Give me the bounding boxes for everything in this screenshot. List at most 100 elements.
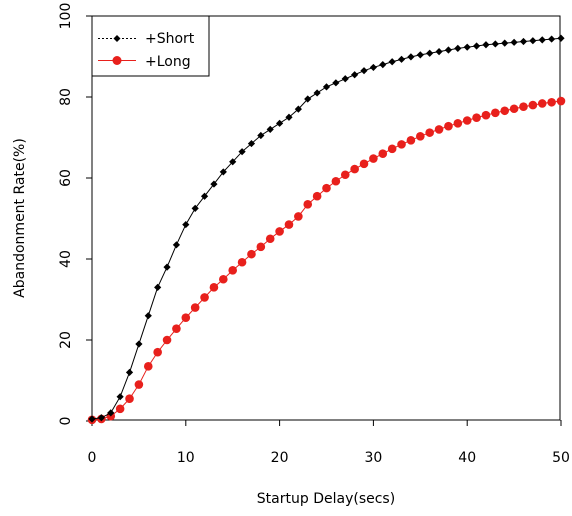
x-axis: 0 10 20 30 40 50 [88,420,570,466]
data-point-long [387,144,397,154]
data-point-long [528,100,538,110]
data-point-long [162,335,172,345]
data-point-long [115,404,125,414]
data-point-short [454,44,462,52]
series-short [88,34,565,423]
data-point-short [116,393,124,401]
data-point-short [379,61,387,69]
data-point-long [556,96,566,106]
plot-frame [91,15,561,421]
y-tick-label: 20 [58,331,74,349]
data-point-long [491,108,500,118]
data-point-long [228,266,237,275]
data-point-short [135,340,143,348]
data-point-long [312,191,322,201]
data-point-short [351,71,359,79]
data-point-short [519,37,528,46]
data-point-short [219,168,227,176]
data-point-short [472,42,481,50]
data-point-short [163,263,171,271]
legend-marker-long [112,56,122,65]
data-point-short [463,43,471,51]
data-point-long [143,362,153,371]
data-point-short [266,125,274,133]
data-point-long [200,293,209,302]
data-point-short [210,180,218,188]
data-point-long [481,110,491,120]
legend-box [91,15,210,77]
data-point-short [388,58,396,66]
y-tick-label: 0 [58,417,74,426]
data-point-short [501,39,509,47]
data-point-long [190,303,200,312]
data-point-long [237,257,247,267]
data-point-long [444,121,453,131]
data-point-long [265,234,275,244]
data-point-short [238,148,246,156]
x-tick-label: 40 [458,450,476,466]
data-point-short [360,67,368,75]
data-point-long [284,220,294,229]
data-point-short [529,37,537,45]
data-point-short [257,131,265,140]
series-long [87,96,566,425]
y-tick-label: 80 [58,88,74,106]
data-point-long [350,164,359,174]
data-point-short [304,95,312,103]
data-point-short [191,204,199,212]
data-point-short [172,241,181,249]
data-point-short [407,53,415,61]
y-axis-label: Abandonment Rate(%) [12,138,28,298]
data-point-long [500,106,510,116]
data-point-short [341,75,349,83]
data-point-short [491,40,499,48]
data-point-short [294,105,302,113]
x-axis-label: Startup Delay(secs) [257,491,395,507]
data-point-short [313,89,321,97]
y-tick-label: 100 [58,3,74,30]
data-point-long [537,99,547,108]
data-point-long [153,347,162,357]
series-line-short [91,37,562,420]
data-point-short [200,192,209,200]
data-point-short [97,414,105,422]
data-point-short [107,409,115,417]
data-point-long [219,274,228,284]
y-tick-label: 40 [58,250,74,268]
data-point-short [154,283,162,291]
data-point-long [294,212,303,221]
y-tick-label: 60 [58,169,74,187]
data-point-long [509,104,519,114]
data-point-long [125,394,134,404]
series-line-long [91,100,562,421]
x-tick-label: 30 [364,450,382,466]
data-point-short [397,55,406,63]
data-point-long [397,140,406,149]
data-point-long [434,125,444,134]
data-point-long [472,113,481,122]
data-point-short [510,38,518,46]
data-point-long [519,102,528,112]
data-point-long [322,183,331,193]
data-point-short [538,36,546,44]
data-point-short [416,51,424,59]
data-point-long [247,249,256,259]
data-point-long [331,176,341,186]
x-tick-label: 20 [271,450,289,466]
data-point-short [557,34,565,42]
data-point-long [547,97,556,107]
x-tick-label: 0 [88,450,97,466]
x-tick-label: 10 [177,450,195,466]
data-point-short [322,83,331,91]
data-point-long [416,131,425,141]
data-point-short [88,415,96,423]
data-point-short [369,63,377,72]
data-point-short [426,49,434,57]
data-point-short [229,158,237,166]
data-point-long [462,116,472,125]
data-point-long [134,380,144,389]
data-point-long [378,149,388,158]
data-point-short [548,35,556,43]
data-point-short [285,113,293,121]
